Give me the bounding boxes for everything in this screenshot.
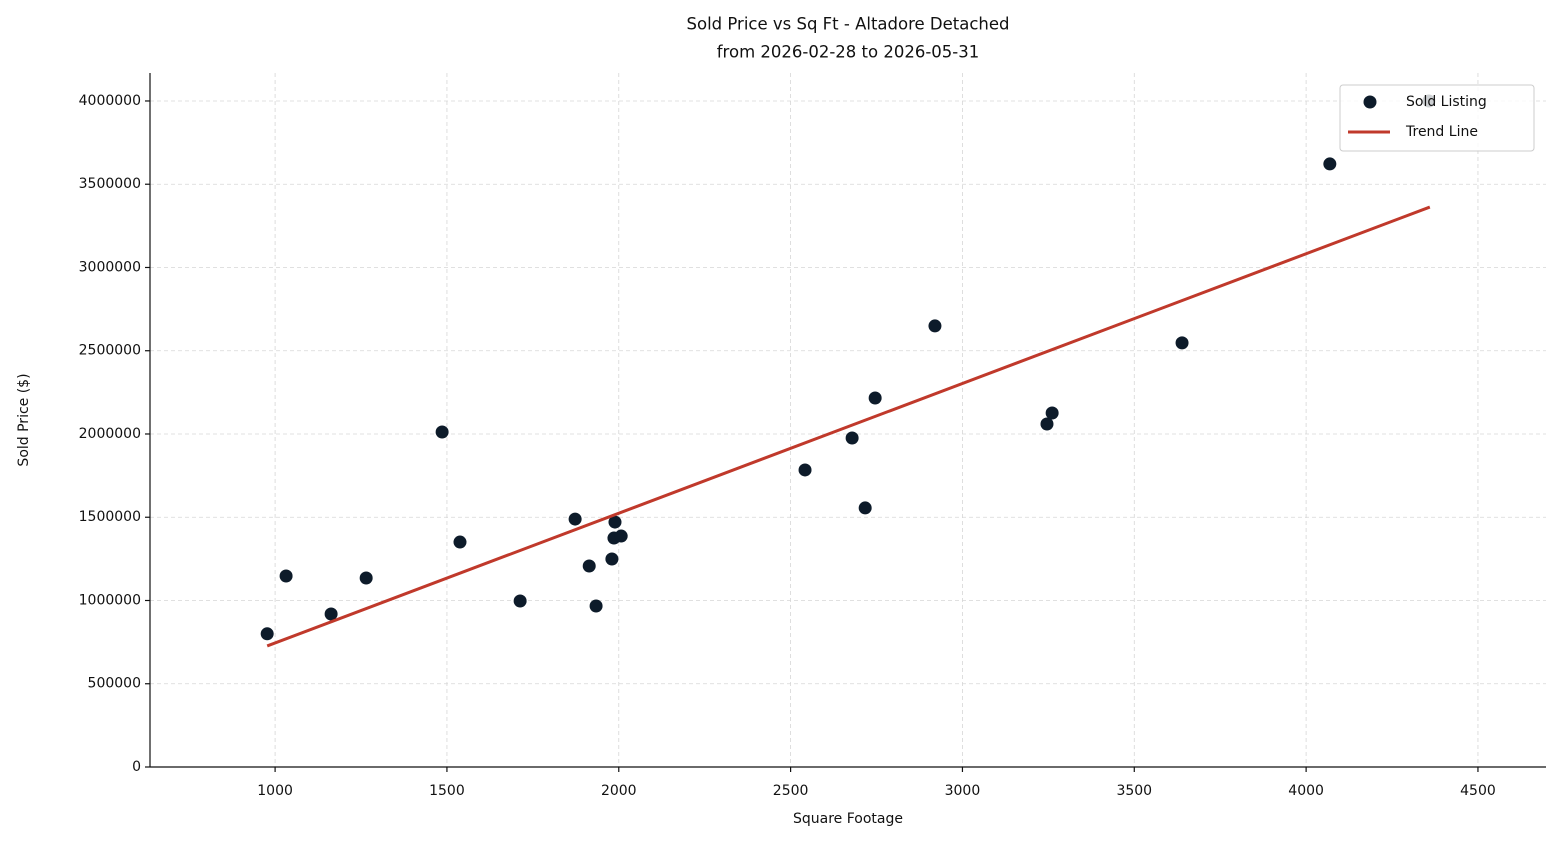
point [435, 425, 449, 439]
legend-label: Sold Listing [1406, 94, 1487, 110]
y-tick-label: 1000000 [79, 592, 141, 608]
point [1040, 417, 1054, 431]
point [798, 463, 812, 477]
y-tick-label: 2500000 [79, 343, 141, 359]
point [845, 431, 859, 445]
x-tick-label: 4500 [1460, 783, 1496, 799]
point [279, 569, 293, 583]
point [1175, 336, 1189, 350]
point [513, 594, 527, 608]
x-tick-label: 3500 [1116, 783, 1152, 799]
point [359, 571, 373, 585]
chart-subtitle: from 2026-02-28 to 2026-05-31 [717, 43, 979, 62]
point [260, 627, 274, 641]
legend-marker [1363, 95, 1377, 109]
point [568, 512, 582, 526]
point [582, 559, 596, 573]
point [858, 501, 872, 515]
x-tick-label: 1500 [429, 783, 465, 799]
y-tick-label: 500000 [88, 676, 141, 692]
y-tick-label: 1500000 [79, 509, 141, 525]
point [589, 599, 603, 613]
point [605, 552, 619, 566]
x-tick-label: 2000 [601, 783, 637, 799]
trend-line [266, 205, 1431, 648]
point [614, 529, 628, 543]
point [928, 319, 942, 333]
y-tick-label: 3000000 [79, 259, 141, 275]
x-axis-label: Square Footage [793, 811, 903, 827]
y-tick-label: 0 [132, 759, 141, 775]
chart-title: Sold Price vs Sq Ft - Altadore Detached [687, 15, 1010, 34]
y-axis-label: Sold Price ($) [16, 373, 32, 466]
point [868, 391, 882, 405]
y-tick-label: 3500000 [79, 176, 141, 192]
x-tick-label: 1000 [257, 783, 293, 799]
point [1323, 157, 1337, 171]
legend-box [1339, 84, 1535, 152]
point [1045, 406, 1059, 420]
point [324, 607, 338, 621]
point [608, 515, 622, 529]
legend-label: Trend Line [1405, 124, 1478, 140]
x-tick-label: 3000 [945, 783, 981, 799]
y-tick-label: 2000000 [79, 426, 141, 442]
x-tick-label: 4000 [1288, 783, 1324, 799]
y-tick-label: 4000000 [79, 93, 141, 109]
x-tick-label: 2500 [773, 783, 809, 799]
point [453, 535, 467, 549]
